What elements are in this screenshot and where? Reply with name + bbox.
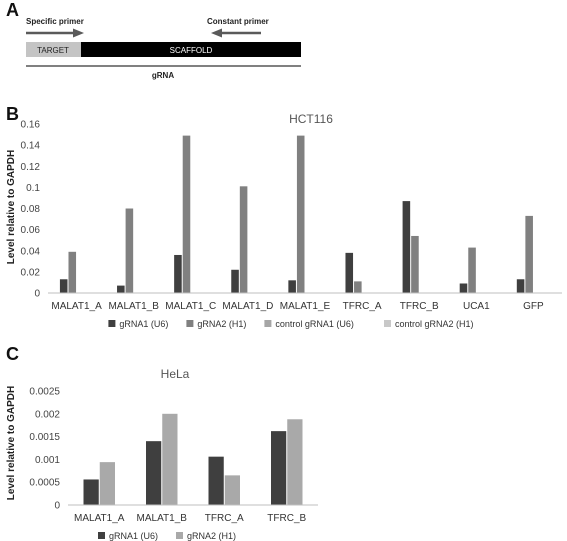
specific-primer-label: Specific primer <box>26 17 84 26</box>
legend: gRNA1 (U6) gRNA2 (H1) control gRNA1 (U6) co… <box>108 319 474 329</box>
legend-swatch <box>176 532 183 539</box>
panel-label-c: C <box>6 344 19 364</box>
legend-label: gRNA1 (U6) <box>119 319 168 329</box>
y-tick-label: 0.14 <box>21 141 41 152</box>
bar <box>59 279 68 293</box>
panel-label-a: A <box>6 0 19 20</box>
bar <box>182 135 191 293</box>
bar <box>83 479 99 505</box>
y-tick-label: 0.001 <box>35 455 60 466</box>
y-axis-ticks: 0 0.0005 0.001 0.0015 0.002 0.0025 <box>29 387 60 512</box>
y-axis-label: Level relative to GAPDH <box>6 150 17 264</box>
bar <box>68 251 77 293</box>
grna-schematic: Specific primer Constant primer TARGET S… <box>26 17 301 80</box>
y-tick-label: 0.02 <box>21 267 41 278</box>
specific-primer-arrow <box>26 28 84 38</box>
legend-label: gRNA2 (H1) <box>197 319 246 329</box>
y-tick-label: 0.0015 <box>29 432 60 443</box>
scaffold-label: SCAFFOLD <box>170 46 213 55</box>
y-tick-label: 0.0005 <box>29 478 60 489</box>
hct116-bar-chart: HCT116 Level relative to GAPDH 0 0.02 0.04… <box>6 112 562 329</box>
bar <box>99 462 115 505</box>
bar <box>287 419 303 505</box>
bar <box>208 456 224 505</box>
legend-label: control gRNA1 (U6) <box>275 319 354 329</box>
y-tick-label: 0.002 <box>35 409 60 420</box>
bar <box>345 252 354 293</box>
bar <box>125 208 134 293</box>
bar <box>117 285 125 293</box>
bar <box>459 283 468 293</box>
x-tick-label: GFP <box>523 301 544 312</box>
target-label: TARGET <box>37 46 69 55</box>
bar <box>468 247 476 293</box>
bar <box>402 201 411 293</box>
x-axis-labels: MALAT1_A MALAT1_B MALAT1_C MALAT1_D MALAT1_E… <box>51 301 544 312</box>
y-tick-label: 0.12 <box>21 162 41 173</box>
bar <box>525 215 533 293</box>
legend-label: gRNA2 (H1) <box>187 531 236 541</box>
bars <box>59 135 533 293</box>
y-tick-label: 0.08 <box>21 204 41 215</box>
legend-swatch <box>264 320 272 327</box>
x-tick-label: MALAT1_B <box>137 513 188 524</box>
bar <box>354 281 362 293</box>
legend-label: gRNA1 (U6) <box>109 531 158 541</box>
bar <box>224 475 240 505</box>
x-tick-label: MALAT1_A <box>51 301 102 312</box>
bar <box>231 269 239 293</box>
x-tick-label: MALAT1_B <box>108 301 159 312</box>
hela-bar-chart: HeLa Level relative to GAPDH 0 0.0005 0.00… <box>6 367 318 541</box>
bar <box>239 186 248 293</box>
x-tick-label: TFRC_A <box>205 513 244 524</box>
y-tick-label: 0 <box>34 289 40 300</box>
x-tick-label: TFRC_B <box>267 513 306 524</box>
y-tick-label: 0.16 <box>21 120 41 131</box>
y-tick-label: 0.06 <box>21 225 41 236</box>
legend-swatch <box>108 320 116 327</box>
chart-title: HeLa <box>161 367 190 381</box>
x-tick-label: TFRC_B <box>400 301 439 312</box>
x-tick-label: UCA1 <box>463 301 490 312</box>
y-tick-label: 0.04 <box>21 246 41 257</box>
bar <box>296 135 305 293</box>
bar <box>146 441 162 505</box>
x-tick-label: MALAT1_A <box>74 513 125 524</box>
grna-label: gRNA <box>152 71 174 80</box>
y-axis-label: Level relative to GAPDH <box>6 386 17 500</box>
bar <box>174 254 182 293</box>
legend: gRNA1 (U6) gRNA2 (H1) <box>98 531 236 541</box>
y-axis-ticks: 0 0.02 0.04 0.06 0.08 0.1 0.12 0.14 0.16 <box>21 120 41 300</box>
bar <box>271 431 287 505</box>
scaffold-segment <box>81 42 301 57</box>
y-tick-label: 0 <box>54 501 60 512</box>
y-tick-label: 0.1 <box>26 183 40 194</box>
bar <box>288 280 296 293</box>
constant-primer-label: Constant primer <box>207 17 269 26</box>
y-tick-label: 0.0025 <box>29 387 60 398</box>
panel-label-b: B <box>6 104 19 124</box>
chart-title: HCT116 <box>289 112 333 126</box>
target-segment <box>26 42 81 57</box>
legend-swatch <box>98 532 105 539</box>
constant-primer-arrow <box>211 28 261 38</box>
x-tick-label: TFRC_A <box>343 301 382 312</box>
x-tick-label: MALAT1_C <box>165 301 216 312</box>
x-tick-label: MALAT1_E <box>280 301 331 312</box>
legend-swatch <box>186 320 194 327</box>
bar <box>411 235 419 293</box>
x-axis-labels: MALAT1_A MALAT1_B TFRC_A TFRC_B <box>74 513 306 524</box>
legend-swatch <box>384 320 391 327</box>
bars <box>83 413 303 505</box>
legend-label: control gRNA2 (H1) <box>395 319 474 329</box>
bar <box>516 279 525 293</box>
x-tick-label: MALAT1_D <box>222 301 273 312</box>
bar <box>162 413 178 505</box>
